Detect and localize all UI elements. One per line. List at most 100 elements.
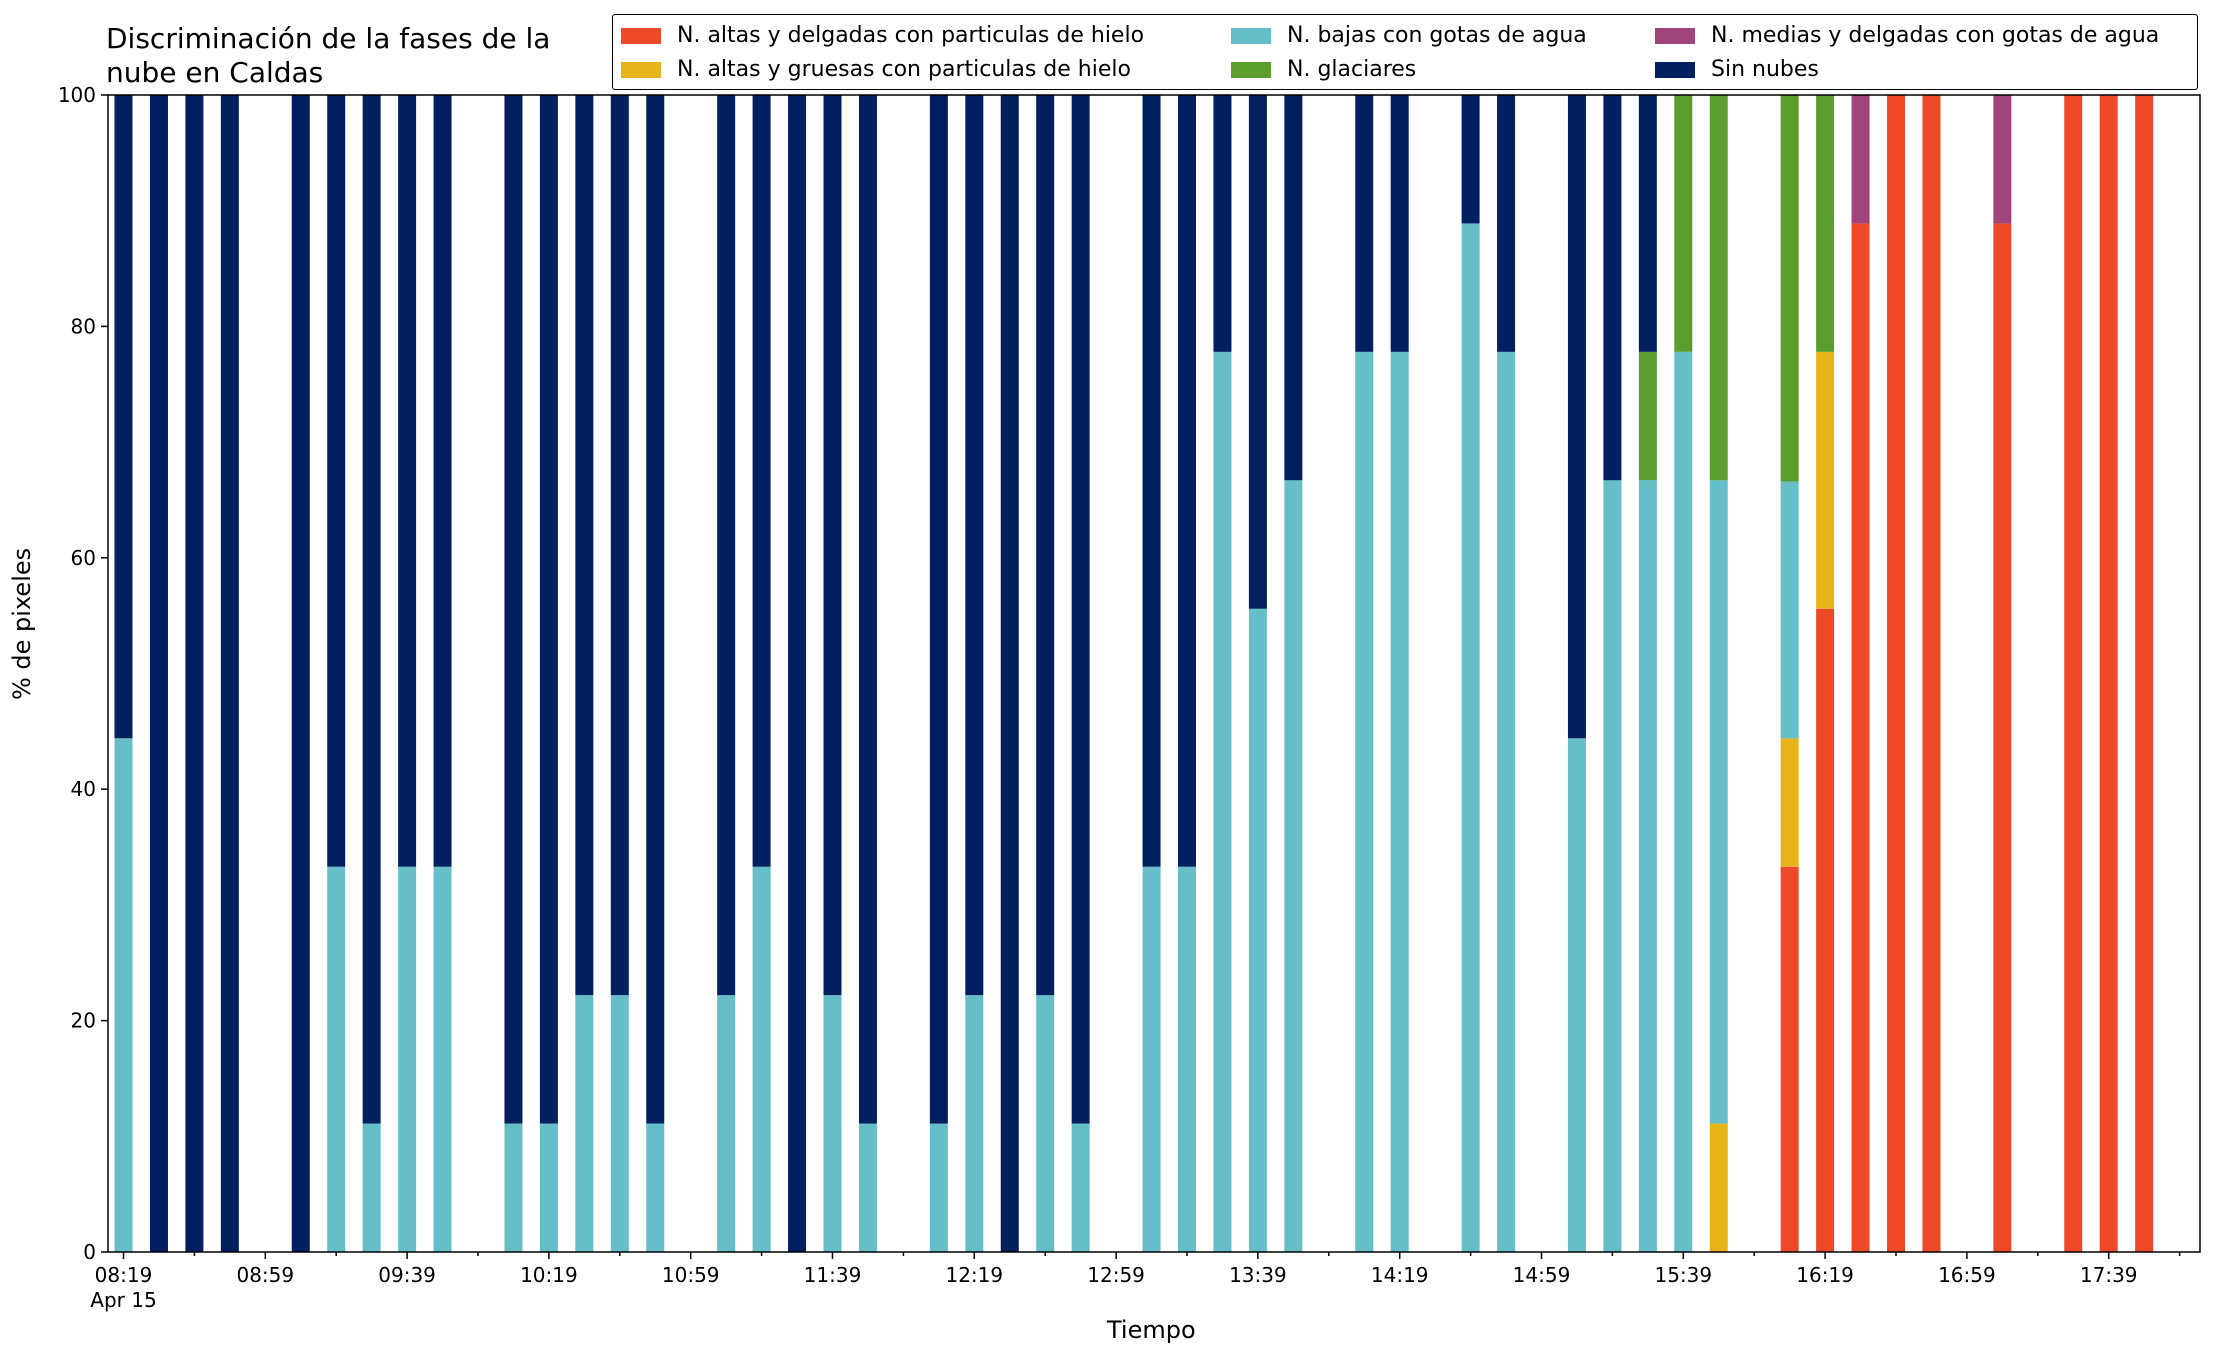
bar-segment <box>929 95 948 1124</box>
bar-segment <box>1993 95 2012 224</box>
bar-segment <box>327 95 346 867</box>
bar-segment <box>1780 481 1799 739</box>
bar-segment <box>965 95 984 996</box>
bar-segment <box>362 95 381 1124</box>
bar-segment <box>398 95 417 867</box>
bar-segment <box>504 1123 523 1252</box>
bar-segment <box>1780 738 1799 867</box>
bar-segment <box>1674 95 1693 352</box>
bar-segment <box>1851 223 1870 1253</box>
bar-segment <box>114 738 133 1252</box>
legend-item-medias: N. medias y delgadas con gotas de agua <box>1655 23 2159 48</box>
legend-item-altas-gruesas: N. altas y gruesas con particulas de hie… <box>621 57 1131 82</box>
legend-swatch-sin-nubes <box>1655 61 1695 78</box>
bar-segment <box>823 995 842 1252</box>
bar-segment <box>1709 480 1728 1124</box>
bar-segment <box>1461 95 1480 224</box>
bar-segment <box>1178 95 1196 867</box>
x-tick-label: 14:59 <box>1513 1263 1571 1287</box>
y-tick-label: 40 <box>71 777 96 801</box>
y-tick-label: 0 <box>83 1240 96 1264</box>
bar-segment <box>1816 95 1835 352</box>
x-tick-label: 08:59 <box>236 1263 294 1287</box>
bar-segment <box>1816 608 1835 1252</box>
bar-segment <box>539 95 558 1124</box>
bar-segment <box>1922 95 1941 1252</box>
bar-segment <box>1709 95 1728 481</box>
legend-item-altas-delgadas: N. altas y delgadas con particulas de hi… <box>621 23 1144 48</box>
bar-segment <box>433 95 452 867</box>
bar-segment <box>1603 480 1622 1252</box>
y-tick-label: 20 <box>71 1009 96 1033</box>
bar-segment <box>717 95 736 996</box>
bar-segment <box>1036 95 1055 996</box>
legend-label-altas-gruesas: N. altas y gruesas con particulas de hie… <box>677 57 1131 82</box>
x-tick-label: 17:39 <box>2080 1263 2138 1287</box>
x-tick-label: 16:59 <box>1938 1263 1996 1287</box>
x-tick-label: 11:39 <box>804 1263 862 1287</box>
bar-segment <box>1142 866 1161 1252</box>
bar-segment <box>1355 351 1374 1253</box>
bar-segment <box>646 1123 665 1252</box>
bar-segment <box>1284 95 1303 481</box>
bar-segment <box>398 866 417 1252</box>
bar-segment <box>291 95 310 1252</box>
bar-segment <box>2099 95 2118 1252</box>
legend-label-bajas: N. bajas con gotas de agua <box>1287 23 1587 48</box>
bar-segment <box>114 95 133 739</box>
legend-swatch-altas-delgadas <box>621 27 661 44</box>
bar-segment <box>1567 95 1586 739</box>
x-tick-label: 14:19 <box>1371 1263 1429 1287</box>
bar-segment <box>2135 95 2154 1252</box>
bar-segment <box>1000 95 1019 1252</box>
bar-segment <box>575 95 594 996</box>
bar-segment <box>185 95 204 1252</box>
bar-segment <box>1284 480 1303 1252</box>
bar-segment <box>1780 95 1799 482</box>
y-tick-label: 80 <box>71 314 96 338</box>
bar-segment <box>858 95 877 1124</box>
y-tick-label: 100 <box>58 83 96 107</box>
bar-segment <box>1071 95 1090 1124</box>
bar-segment <box>1780 866 1799 1252</box>
bar-segment <box>1603 95 1622 481</box>
plot-frame <box>107 94 2201 1253</box>
legend-swatch-medias <box>1655 27 1695 44</box>
bar-segment <box>1638 351 1657 481</box>
x-tick-label: 09:39 <box>378 1263 436 1287</box>
bar-segment <box>1461 223 1480 1253</box>
legend-swatch-glaciares <box>1231 61 1271 78</box>
bar-segment <box>1390 351 1409 1253</box>
bar-segment <box>1248 95 1267 609</box>
x-tick-label: 12:19 <box>945 1263 1003 1287</box>
bar-segment <box>1709 1123 1728 1252</box>
bar-segment <box>1674 351 1693 1253</box>
bar-segment <box>717 995 736 1252</box>
legend-label-altas-delgadas: N. altas y delgadas con particulas de hi… <box>677 23 1145 48</box>
chart-legend: N. altas y delgadas con particulas de hi… <box>612 14 2198 90</box>
bar-segment <box>1213 351 1232 1253</box>
bar-segment <box>1638 95 1657 352</box>
legend-swatch-altas-gruesas <box>621 61 661 78</box>
bar-segment <box>575 995 594 1252</box>
bar-segment <box>1887 95 1905 1252</box>
bar-segment <box>1142 95 1161 867</box>
bar-segment <box>327 866 346 1252</box>
legend-item-sin-nubes: Sin nubes <box>1655 57 1819 82</box>
bar-segment <box>1497 95 1516 352</box>
x-tick-label: 10:19 <box>520 1263 578 1287</box>
bar-segment <box>504 95 523 1124</box>
bar-segment <box>610 95 629 996</box>
bar-segment <box>1993 223 2012 1253</box>
legend-item-glaciares: N. glaciares <box>1231 57 1416 82</box>
legend-label-glaciares: N. glaciares <box>1287 57 1417 82</box>
bar-segment <box>929 1123 948 1252</box>
y-tick-label: 60 <box>71 546 96 570</box>
x-tick-label: 13:39 <box>1229 1263 1287 1287</box>
bar-segment <box>1851 95 1870 224</box>
bar-segment <box>1638 480 1657 1252</box>
bar-segment <box>610 995 629 1252</box>
bar-segment <box>1036 995 1055 1252</box>
chart-title: Discriminación de la fases de la nube en… <box>106 22 551 89</box>
